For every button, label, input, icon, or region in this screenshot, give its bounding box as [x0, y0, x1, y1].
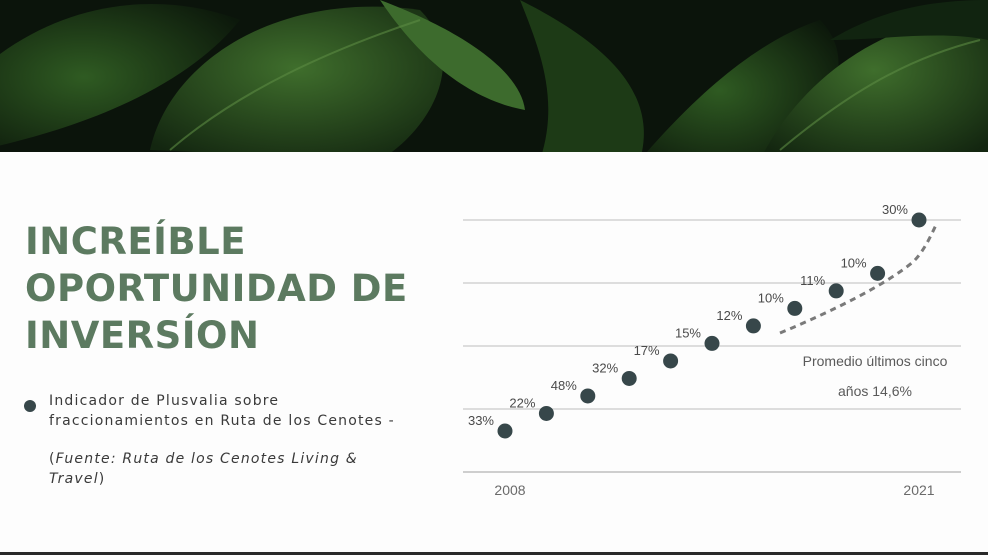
data-point: [828, 283, 844, 299]
leaves-illustration: [0, 0, 988, 152]
data-label: 10%: [758, 290, 784, 305]
source-text-line-1: Fuente: Ruta de los Cenotes Living &: [55, 451, 358, 467]
bullet-line-1: Indicador de Plusvalia sobre: [49, 393, 280, 409]
data-point: [787, 300, 803, 316]
data-point: [870, 265, 886, 281]
bullet-dot-icon: [24, 400, 36, 412]
data-label: 33%: [468, 413, 494, 428]
chart-svg: 33% 22% 48% 32% 17% 15% 12% 10% 11% 10% 30% 2008 202…: [463, 202, 961, 498]
trend-line: [779, 222, 939, 335]
data-point: [497, 423, 513, 439]
data-label: 11%: [800, 273, 825, 288]
data-label: 17%: [634, 343, 660, 358]
data-point: [580, 388, 596, 404]
source-open-paren: (: [49, 451, 56, 467]
slide-body: [0, 152, 988, 552]
data-label: 12%: [716, 308, 742, 323]
data-point: [704, 335, 720, 351]
hero-leaves-image: [0, 0, 988, 152]
data-label: 15%: [675, 325, 701, 340]
title-line-3: INVERSÍON: [25, 314, 260, 357]
data-label: 32%: [592, 360, 618, 375]
source-citation: (Fuente: Ruta de los Cenotes Living & Tr…: [49, 449, 449, 489]
data-point: [745, 318, 761, 334]
bullet-line-2: fraccionamientos en Ruta de los Cenotes …: [49, 413, 395, 429]
annotation-line-1: Promedio últimos cinco: [803, 353, 948, 369]
source-close-paren: ): [98, 471, 106, 487]
x-axis-end-label: 2021: [903, 482, 934, 498]
data-point: [663, 353, 679, 369]
data-point: [621, 370, 637, 386]
data-label: 30%: [882, 202, 908, 217]
title-line-1: INCREÍBLE: [25, 220, 246, 263]
plusvalia-chart: 33% 22% 48% 32% 17% 15% 12% 10% 11% 10% 30% 2008 202…: [455, 202, 975, 505]
bullet-text: Indicador de Plusvalia sobre fraccionami…: [49, 391, 449, 431]
source-text-line-2: Travel: [49, 471, 99, 487]
data-label: 22%: [509, 395, 535, 410]
data-point: [538, 405, 554, 421]
slide-title: INCREÍBLE OPORTUNIDAD DE INVERSÍON: [25, 218, 445, 359]
data-label: 48%: [551, 378, 577, 393]
data-label: 10%: [841, 255, 867, 270]
bottom-divider: [0, 552, 988, 555]
x-axis-start-label: 2008: [494, 482, 525, 498]
annotation-line-2: años 14,6%: [838, 383, 912, 399]
data-point: [911, 212, 927, 228]
title-line-2: OPORTUNIDAD DE: [25, 267, 408, 310]
